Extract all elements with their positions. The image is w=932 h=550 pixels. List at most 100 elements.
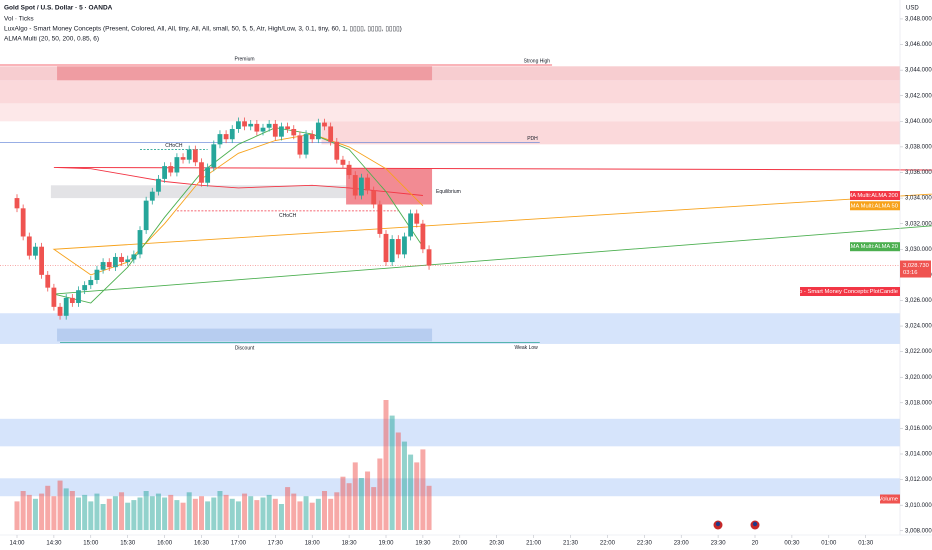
volume-bar	[26, 494, 32, 530]
candle-body	[285, 126, 290, 129]
candle-body	[414, 213, 420, 224]
level-label: Weak Low	[514, 345, 538, 351]
volume-bar	[119, 492, 125, 530]
y-tick-label: 3,020.000	[905, 375, 932, 381]
volume-bar	[297, 501, 303, 530]
chart-title: Gold Spot / U.S. Dollar · 5 · OANDA	[4, 5, 113, 12]
candle-body	[352, 175, 358, 196]
currency-label: USD	[906, 6, 919, 12]
zone	[57, 66, 433, 81]
volume-tag	[880, 494, 900, 504]
candle-body	[51, 287, 57, 307]
volume-bar	[272, 498, 278, 530]
indicator-label: ALMA Multi (20, 50, 200, 0.85, 6)	[4, 36, 99, 43]
candle-body	[205, 167, 211, 183]
candle-body	[389, 239, 395, 263]
zone	[0, 80, 900, 104]
volume-bar	[217, 491, 223, 530]
x-tick-label: 22:30	[637, 541, 653, 547]
candle-body	[162, 166, 167, 179]
x-tick-label: 01:00	[821, 541, 837, 547]
last-price: 3,028.730	[903, 263, 929, 269]
candle-body	[26, 236, 32, 256]
x-tick-label: 19:00	[378, 541, 394, 547]
volume-bar	[358, 478, 364, 530]
candle-body	[279, 126, 284, 137]
level-label: CHoCH	[165, 143, 183, 149]
x-tick-label: 17:30	[268, 541, 284, 547]
volume-bar	[205, 501, 211, 530]
volume-bar	[365, 471, 371, 530]
volume-bar	[125, 502, 131, 530]
candle-body	[113, 256, 118, 268]
x-tick-label: 23:30	[711, 541, 727, 547]
candle-body	[291, 128, 297, 136]
candle-body	[303, 134, 309, 155]
candle-body	[395, 239, 401, 255]
volume-bar	[291, 493, 297, 530]
volume-bar	[340, 476, 346, 530]
y-tick-label: 3,044.000	[905, 68, 932, 74]
candle-body	[33, 246, 38, 256]
candle-body	[88, 279, 94, 286]
candle-body	[180, 157, 186, 160]
x-tick-label: 21:00	[526, 541, 542, 547]
candle-body	[272, 123, 278, 137]
volume-bar	[322, 491, 327, 530]
candle-body	[168, 166, 174, 173]
candle-body	[125, 259, 131, 263]
volume-bar	[377, 458, 383, 530]
candle-body	[328, 126, 334, 142]
plot-area: Premium Equilibrium Discount Strong High PDH…	[0, 57, 932, 530]
candle-body	[340, 159, 346, 165]
candle-body	[297, 135, 303, 155]
volume-bar	[229, 498, 235, 530]
y-tick-label: 3,048.000	[905, 17, 932, 23]
volume-bar	[254, 500, 260, 530]
volume-bar	[162, 497, 168, 530]
y-tick-label: 3,034.000	[905, 196, 932, 202]
plot-tag	[800, 286, 900, 296]
last-price-tag	[900, 260, 931, 278]
y-tick-label: 3,010.000	[905, 503, 932, 509]
x-tick-label: 20:00	[452, 541, 468, 547]
volume-bar	[389, 415, 395, 530]
x-tick-label: 01:30	[858, 541, 874, 547]
candle-body	[119, 256, 124, 263]
volume-bar	[395, 432, 401, 530]
x-tick-label: 16:30	[194, 541, 210, 547]
volume-bar	[155, 493, 161, 530]
zone	[0, 478, 900, 497]
x-tick-label: 14:30	[46, 541, 62, 547]
x-tick-label: 17:00	[231, 541, 247, 547]
series-tag-text: ALMA Multi:ALMA 50	[844, 203, 898, 209]
candle-body	[334, 141, 340, 160]
volume-bar	[112, 496, 118, 530]
volume-bar	[285, 487, 291, 530]
candle-body	[426, 249, 432, 266]
zone	[0, 103, 900, 122]
x-tick-label: 21:30	[563, 541, 579, 547]
candle-body	[137, 230, 143, 255]
volume-bar	[426, 485, 432, 530]
volume-bar	[69, 491, 75, 530]
event-flag	[752, 521, 758, 527]
volume-bar	[186, 492, 192, 530]
candle-body	[322, 122, 327, 127]
candle-body	[383, 233, 389, 263]
volume-bar	[260, 497, 266, 530]
x-tick-label: 00:30	[784, 541, 800, 547]
candle-body	[82, 285, 88, 291]
x-tick-label: 18:00	[305, 541, 321, 547]
candle-body	[346, 164, 352, 176]
level-label: PDH	[527, 136, 538, 142]
zone	[321, 121, 900, 145]
volume-bar	[174, 500, 180, 530]
x-tick-label: 16:00	[157, 541, 173, 547]
x-tick-label: 18:30	[342, 541, 358, 547]
volume-bar	[149, 496, 155, 530]
y-tick-label: 3,026.000	[905, 298, 932, 304]
candle-body	[248, 123, 254, 127]
volume-bar	[100, 504, 106, 530]
